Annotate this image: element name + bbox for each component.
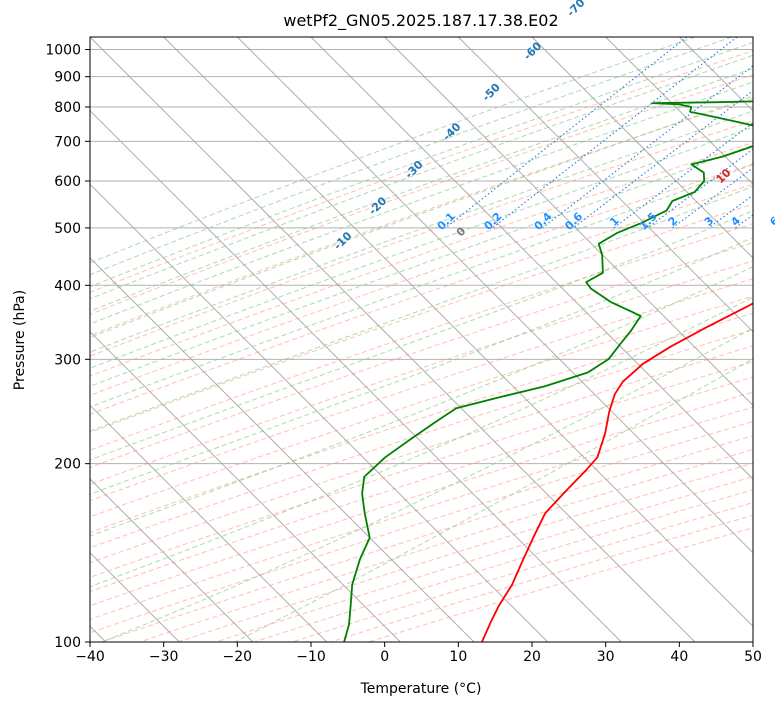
moist-adiabat-line xyxy=(90,237,753,495)
moist-adiabat-line xyxy=(90,296,753,588)
isotherm-line xyxy=(605,37,753,186)
isotherm-line xyxy=(90,257,475,642)
dry-adiabat-line xyxy=(90,142,753,377)
y-tick-label: 300 xyxy=(54,352,81,368)
dry-adiabat-line xyxy=(90,312,753,534)
dry-adiabat-line xyxy=(90,361,753,578)
isotherm-line xyxy=(236,37,753,554)
y-axis-label: Pressure (hPa) xyxy=(12,290,28,390)
dry-adiabat-line xyxy=(90,278,753,502)
isotherm-line xyxy=(90,330,401,642)
y-tick-label: 600 xyxy=(54,174,81,190)
isotherm-line xyxy=(90,37,696,642)
isotherm-line xyxy=(457,37,753,333)
y-tick-label: 900 xyxy=(54,70,81,86)
moist-adiabat-line xyxy=(90,41,753,288)
x-tick-label: 10 xyxy=(449,649,467,665)
isotherm-line xyxy=(163,37,753,628)
isotherm-line xyxy=(90,109,622,642)
moist-adiabat-line xyxy=(234,358,753,642)
moist-adiabat-line xyxy=(90,37,732,276)
moist-adiabat-line xyxy=(90,185,753,432)
x-tick-label: 40 xyxy=(670,649,688,665)
x-tick-label: 0 xyxy=(380,649,389,665)
y-tick-label: 400 xyxy=(54,278,81,294)
x-tick-label: −20 xyxy=(223,649,253,665)
isotherm-line xyxy=(310,37,753,480)
dry-adiabat-line xyxy=(139,449,753,642)
y-tick-label: 1000 xyxy=(45,43,81,59)
y-tick-label: 200 xyxy=(54,457,81,473)
moist-adiabat-line xyxy=(90,37,696,264)
plot-frame xyxy=(89,36,754,643)
dry-adiabat-line xyxy=(90,345,753,564)
x-tick-label: −40 xyxy=(75,649,105,665)
temperature-line xyxy=(481,302,753,642)
dry-adiabat-line xyxy=(90,241,753,469)
x-tick-label: 30 xyxy=(597,649,615,665)
y-tick-label: 800 xyxy=(54,100,81,116)
dry-adiabat-line xyxy=(177,462,753,642)
dry-adiabat-line xyxy=(90,223,753,451)
x-axis-label: Temperature (°C) xyxy=(360,681,482,697)
x-tick-label: −30 xyxy=(149,649,179,665)
dry-adiabat-line xyxy=(215,476,753,642)
dry-adiabat-line xyxy=(90,120,753,357)
dry-adiabat-line xyxy=(90,183,753,415)
x-tick-label: 20 xyxy=(523,649,541,665)
grid-lines xyxy=(90,37,753,642)
y-tick-label: 100 xyxy=(54,635,81,651)
moist-adiabat-line xyxy=(90,67,753,312)
series-lines xyxy=(343,100,753,642)
dry-adiabat-line xyxy=(254,489,753,642)
isotherm-line xyxy=(90,183,549,642)
isotherm-line xyxy=(90,404,328,642)
dewpoint-line xyxy=(343,100,753,642)
chart-title: wetPf2_GN05.2025.187.17.38.E02 xyxy=(283,11,558,31)
y-tick-label: 500 xyxy=(54,221,81,237)
moist-adiabat-line xyxy=(101,327,753,642)
isotherm-line xyxy=(531,37,753,259)
dry-adiabat-line xyxy=(90,376,753,593)
x-tick-label: −10 xyxy=(296,649,326,665)
y-tick-label: 700 xyxy=(54,134,81,150)
axes: −40 −30 −20 −10 0 10 20 30 40 50 100 200 300 400 500 60… xyxy=(45,43,762,665)
mixing-ratio-line xyxy=(672,167,753,229)
mixing-ratio-line xyxy=(613,122,753,229)
x-tick-label: 50 xyxy=(744,649,762,665)
dry-adiabat-line xyxy=(101,435,753,642)
mixing-ratio-line xyxy=(445,37,688,229)
mixing-ratio-line xyxy=(542,65,753,229)
mixing-ratio-label: 6 xyxy=(767,214,775,229)
isotherm-line xyxy=(384,37,753,407)
dry-adiabat-line xyxy=(90,329,753,549)
dry-adiabat-line xyxy=(90,203,753,433)
